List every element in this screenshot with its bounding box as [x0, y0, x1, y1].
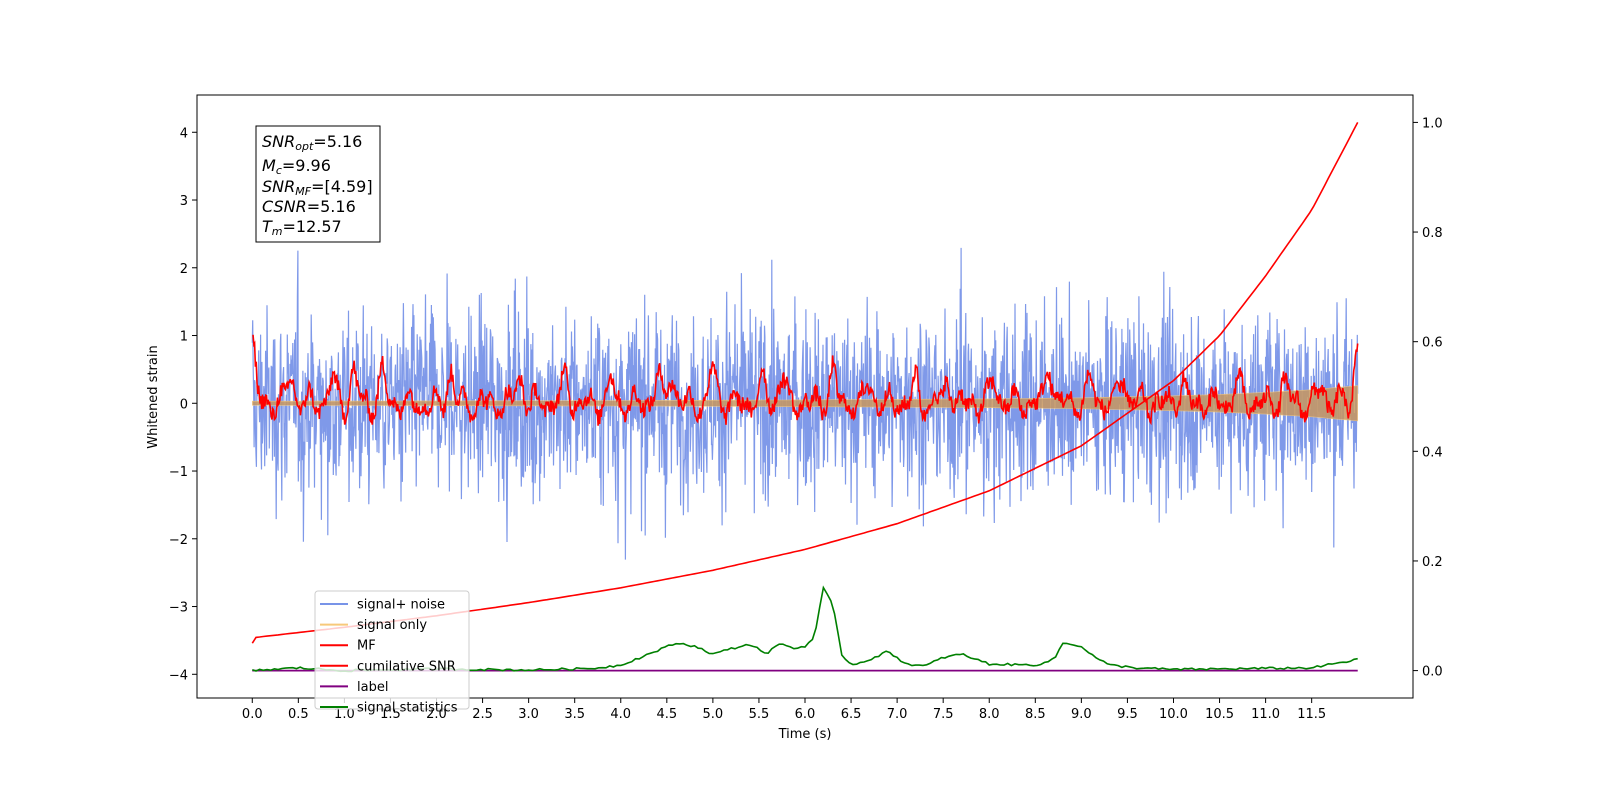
plot-area	[251, 122, 1359, 673]
y-left-tick-label: 1	[180, 330, 188, 345]
y-axis-left: −4 −3 −2 −1 0 1 2 3 4	[169, 126, 197, 683]
x-tick-label: 2.5	[472, 707, 493, 722]
x-tick-label: 11.5	[1297, 707, 1326, 722]
legend: signal+ noise signal only MF cumilative SNR…	[314, 590, 470, 716]
legend-label: signal only	[357, 618, 427, 633]
y-right-tick-label: 0.8	[1422, 226, 1443, 241]
legend-label: signal+ noise	[357, 598, 445, 613]
x-tick-label: 10.0	[1159, 707, 1188, 722]
x-tick-label: 9.0	[1071, 707, 1092, 722]
series-signal-only	[252, 385, 1358, 422]
legend-label: signal statistics	[357, 701, 458, 716]
annotation-csnr: CSNR=5.16	[262, 197, 356, 216]
y-axis-label: Whitened strain	[146, 345, 161, 448]
x-tick-label: 10.5	[1205, 707, 1234, 722]
y-left-tick-label: 2	[180, 262, 188, 277]
x-tick-label: 4.0	[610, 707, 631, 722]
y-right-tick-label: 1.0	[1422, 116, 1443, 131]
x-tick-label: 4.5	[656, 707, 677, 722]
annotation-tm: Tm=12.57	[262, 217, 342, 238]
y-left-tick-label: −3	[169, 601, 188, 616]
y-axis-right: 0.0 0.2 0.4 0.6 0.8 1.0	[1413, 116, 1443, 680]
legend-frame	[314, 590, 470, 710]
x-tick-label: 8.0	[979, 707, 1000, 722]
x-tick-label: 1.0	[334, 707, 355, 722]
y-left-tick-label: −2	[169, 533, 188, 548]
y-left-tick-label: 4	[180, 126, 188, 141]
x-tick-label: 8.5	[1025, 707, 1046, 722]
x-tick-label: 0.5	[288, 707, 309, 722]
y-left-tick-label: −4	[169, 668, 188, 683]
x-axis-label: Time (s)	[778, 727, 832, 742]
annotation-snr-mf: SNRMF=[4.59]	[262, 177, 373, 198]
y-right-tick-label: 0.4	[1422, 445, 1443, 460]
y-left-tick-label: 3	[180, 194, 188, 209]
annotation-frame	[255, 125, 381, 243]
annotation-box: SNRopt=5.16 Mc=9.96 SNRMF=[4.59] CSNR=5.…	[255, 125, 381, 243]
x-tick-label: 7.0	[887, 707, 908, 722]
x-tick-label: 1.5	[380, 707, 401, 722]
legend-label: label	[357, 680, 388, 695]
x-tick-label: 6.0	[795, 707, 816, 722]
y-right-tick-label: 0.0	[1422, 665, 1443, 680]
x-tick-label: 5.5	[749, 707, 770, 722]
y-right-tick-label: 0.6	[1422, 336, 1443, 351]
x-tick-label: 5.0	[703, 707, 724, 722]
series-mf	[252, 334, 1359, 426]
y-left-tick-label: −1	[169, 465, 188, 480]
x-tick-label: 7.5	[933, 707, 954, 722]
x-tick-label: 11.0	[1251, 707, 1280, 722]
legend-label: cumilative SNR	[357, 659, 456, 674]
legend-label: MF	[357, 639, 376, 654]
x-tick-label: 9.5	[1117, 707, 1138, 722]
y-right-tick-label: 0.2	[1422, 555, 1443, 570]
x-tick-label: 3.0	[518, 707, 539, 722]
annotation-mc: Mc=9.96	[262, 156, 331, 177]
y-left-tick-label: 0	[180, 397, 188, 412]
x-axis: 0.0 0.5 1.0 1.5 2.0 2.5 3.0 3.5 4.0 4.5 5.0 5.5 6.0 6…	[242, 698, 1326, 722]
x-tick-label: 6.5	[841, 707, 862, 722]
x-tick-label: 3.5	[564, 707, 585, 722]
annotation-snr-opt: SNRopt=5.16	[262, 132, 362, 153]
x-tick-label: 2.0	[426, 707, 447, 722]
x-tick-label: 0.0	[242, 707, 263, 722]
